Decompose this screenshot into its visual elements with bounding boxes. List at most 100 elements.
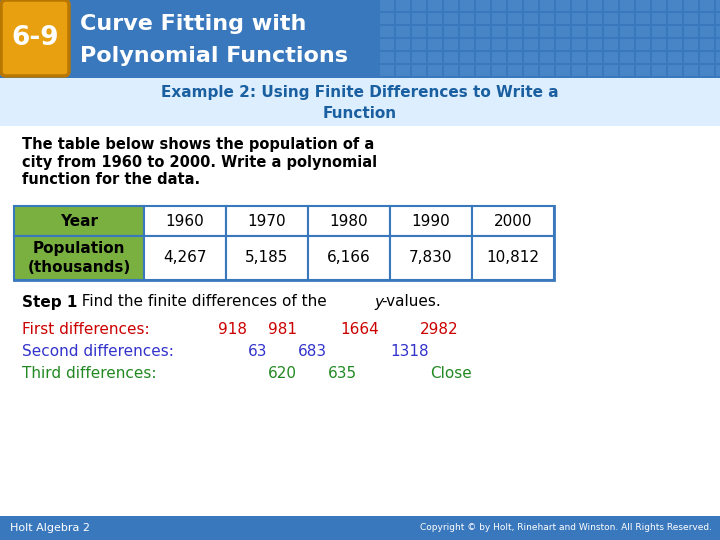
Bar — [588, 39, 602, 50]
Bar — [0, 78, 720, 126]
Bar — [652, 26, 666, 37]
Bar — [396, 52, 410, 63]
Bar — [668, 0, 682, 11]
Text: Find the finite differences of the: Find the finite differences of the — [72, 294, 332, 309]
Bar — [412, 65, 426, 76]
Bar — [588, 0, 602, 11]
Bar — [476, 52, 490, 63]
Text: 10,812: 10,812 — [487, 251, 539, 266]
Text: 4,267: 4,267 — [163, 251, 207, 266]
Text: 981: 981 — [268, 322, 297, 338]
Bar — [444, 39, 458, 50]
Bar — [308, 236, 390, 280]
Bar — [428, 52, 442, 63]
Bar — [556, 52, 570, 63]
Text: Year: Year — [60, 213, 98, 228]
Text: Second differences:: Second differences: — [22, 345, 174, 360]
Text: 6-9: 6-9 — [12, 25, 59, 51]
Bar — [652, 0, 666, 11]
Text: 1990: 1990 — [412, 213, 451, 228]
Text: Polynomial Functions: Polynomial Functions — [80, 46, 348, 66]
Bar — [508, 26, 522, 37]
Text: 918: 918 — [218, 322, 247, 338]
Bar — [524, 65, 538, 76]
Bar — [476, 65, 490, 76]
Bar — [716, 65, 720, 76]
Bar — [308, 206, 390, 236]
Bar — [716, 13, 720, 24]
Bar — [492, 13, 506, 24]
Bar — [556, 39, 570, 50]
Bar — [716, 39, 720, 50]
Bar — [668, 26, 682, 37]
Bar — [556, 26, 570, 37]
Bar — [412, 39, 426, 50]
Bar — [684, 39, 698, 50]
Bar — [226, 206, 308, 236]
Bar — [652, 52, 666, 63]
Bar — [412, 52, 426, 63]
Bar — [396, 26, 410, 37]
Bar — [684, 52, 698, 63]
Text: Close: Close — [430, 367, 472, 381]
Bar — [428, 65, 442, 76]
Bar — [556, 0, 570, 11]
Text: 7,830: 7,830 — [409, 251, 453, 266]
Text: 63: 63 — [248, 345, 268, 360]
Bar — [620, 65, 634, 76]
Bar — [572, 26, 586, 37]
Text: 6,166: 6,166 — [327, 251, 371, 266]
Bar — [572, 39, 586, 50]
Bar — [636, 26, 650, 37]
Bar — [620, 13, 634, 24]
Bar — [492, 52, 506, 63]
Bar — [492, 0, 506, 11]
Text: function for the data.: function for the data. — [22, 172, 200, 187]
Bar — [508, 65, 522, 76]
Bar — [668, 52, 682, 63]
Bar — [668, 13, 682, 24]
Bar — [620, 52, 634, 63]
Bar — [540, 52, 554, 63]
Bar — [492, 26, 506, 37]
Bar — [540, 13, 554, 24]
Text: 635: 635 — [328, 367, 357, 381]
Bar — [412, 26, 426, 37]
Bar — [524, 26, 538, 37]
Bar — [620, 26, 634, 37]
Text: First differences:: First differences: — [22, 322, 150, 338]
Text: Function: Function — [323, 105, 397, 120]
Bar — [412, 0, 426, 11]
Bar — [380, 65, 394, 76]
Bar — [460, 0, 474, 11]
Bar — [476, 39, 490, 50]
Bar — [588, 52, 602, 63]
Bar — [588, 13, 602, 24]
Bar — [144, 236, 226, 280]
Bar — [380, 52, 394, 63]
Bar — [700, 0, 714, 11]
Bar — [604, 39, 618, 50]
Text: 2000: 2000 — [494, 213, 532, 228]
Bar — [444, 0, 458, 11]
Bar — [380, 0, 394, 11]
Text: 620: 620 — [268, 367, 297, 381]
Bar — [540, 26, 554, 37]
Bar — [144, 206, 226, 236]
Bar — [508, 13, 522, 24]
Bar — [460, 52, 474, 63]
Bar — [396, 0, 410, 11]
Bar — [636, 52, 650, 63]
Bar — [460, 13, 474, 24]
Bar — [444, 13, 458, 24]
Bar — [428, 0, 442, 11]
Bar — [390, 236, 472, 280]
Bar — [684, 0, 698, 11]
Bar — [476, 13, 490, 24]
Bar — [700, 65, 714, 76]
Bar — [0, 516, 720, 540]
Bar — [14, 236, 144, 280]
Bar — [460, 39, 474, 50]
Bar — [460, 65, 474, 76]
Bar — [572, 0, 586, 11]
